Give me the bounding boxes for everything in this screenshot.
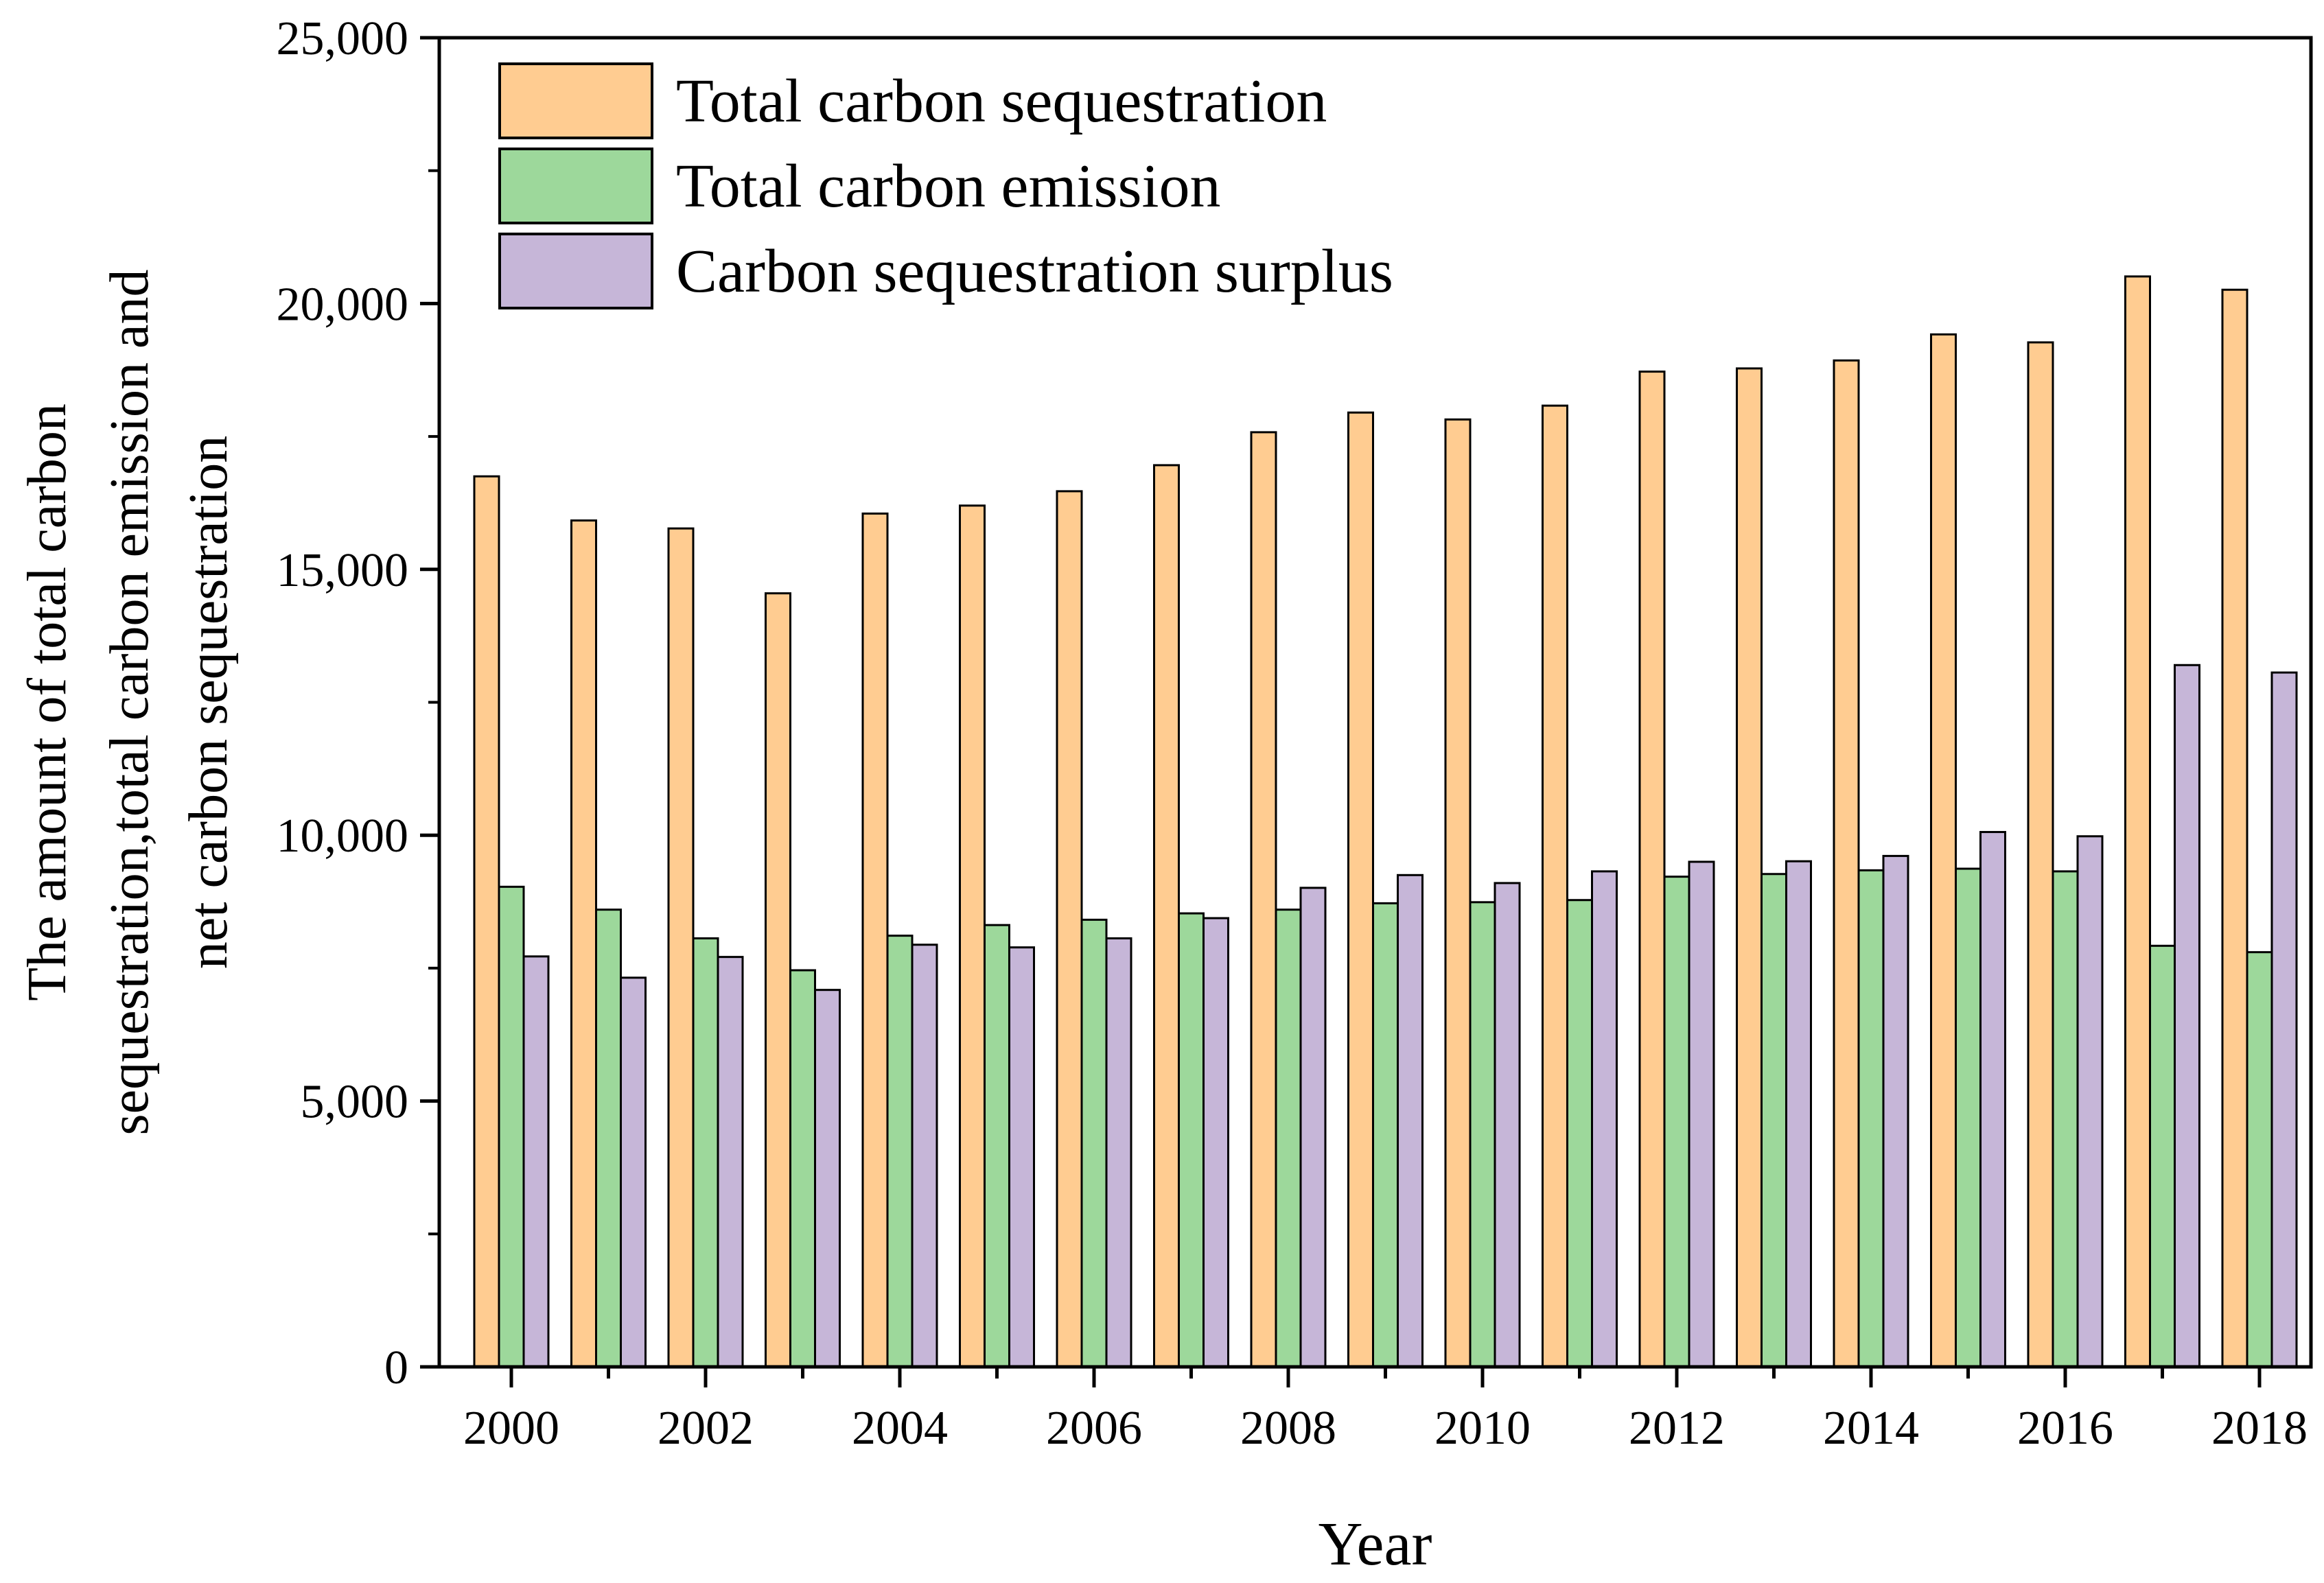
bar-carbon-sequestration-surplus-2015 (1979, 831, 2006, 1368)
bar-total-carbon-sequestration-2007 (1153, 464, 1180, 1368)
bar-total-carbon-emission-2000 (498, 885, 525, 1368)
bar-total-carbon-sequestration-2015 (1930, 333, 1957, 1368)
y-axis-title-line: net carbon sequestration (178, 436, 239, 970)
x-tick-label: 2010 (1434, 1402, 1531, 1455)
x-tick-label: 2018 (2211, 1402, 2308, 1455)
bar-total-carbon-emission-2006 (1080, 918, 1108, 1368)
bar-carbon-sequestration-surplus-2018 (2270, 671, 2298, 1368)
bar-total-carbon-emission-2007 (1178, 912, 1205, 1368)
bar-total-carbon-emission-2011 (1566, 899, 1593, 1368)
bar-carbon-sequestration-surplus-2004 (911, 943, 938, 1368)
bar-total-carbon-sequestration-2004 (861, 512, 889, 1368)
x-tick-label: 2008 (1240, 1402, 1336, 1455)
bar-total-carbon-sequestration-2018 (2221, 288, 2249, 1368)
bar-carbon-sequestration-surplus-2001 (620, 976, 647, 1368)
bars-layer (473, 275, 2298, 1368)
bar-carbon-sequestration-surplus-2009 (1397, 873, 1424, 1368)
x-axis-title: Year (1318, 1510, 1432, 1578)
legend: Total carbon sequestration Total carbon e… (498, 62, 1393, 309)
bar-total-carbon-emission-2016 (2052, 870, 2079, 1368)
bar-carbon-sequestration-surplus-2007 (1202, 917, 1229, 1368)
x-tick-label: 2004 (852, 1402, 948, 1455)
bar-total-carbon-sequestration-2014 (1833, 359, 1860, 1368)
bar-total-carbon-sequestration-2013 (1736, 367, 1763, 1368)
bar-carbon-sequestration-surplus-2006 (1105, 937, 1132, 1368)
bar-carbon-sequestration-surplus-2005 (1008, 946, 1035, 1368)
y-tick-label: 20,000 (277, 278, 409, 331)
x-tick-label: 2016 (2017, 1402, 2113, 1455)
bar-total-carbon-emission-2012 (1663, 876, 1690, 1368)
bar-total-carbon-emission-2008 (1275, 908, 1302, 1368)
bar-total-carbon-emission-2004 (886, 935, 914, 1368)
bar-total-carbon-sequestration-2012 (1638, 371, 1666, 1368)
y-axis-title-line: The amount of total carbon (17, 403, 78, 1001)
y-tick-label: 25,000 (277, 12, 409, 65)
x-axis: 2000 2002 2004 2006 2008 2010 2012 2014 2016 2018 (463, 1367, 2308, 1455)
bar-total-carbon-emission-2013 (1761, 873, 1787, 1368)
y-axis-title: The amount of total carbon sequestration,… (17, 270, 239, 1136)
bar-total-carbon-sequestration-2008 (1250, 431, 1277, 1368)
bar-carbon-sequestration-surplus-2013 (1785, 860, 1812, 1368)
legend-swatch (498, 62, 653, 139)
y-axis-title-line: sequestration,total carbon emission and (100, 270, 160, 1136)
y-tick-label: 10,000 (277, 810, 409, 863)
bar-total-carbon-emission-2014 (1857, 869, 1885, 1368)
bar-total-carbon-emission-2009 (1372, 902, 1399, 1368)
bar-total-carbon-sequestration-2011 (1542, 404, 1568, 1368)
bar-total-carbon-emission-2003 (789, 969, 816, 1368)
bar-carbon-sequestration-surplus-2002 (717, 956, 744, 1368)
bar-carbon-sequestration-surplus-2000 (522, 955, 550, 1368)
legend-label: Carbon sequestration surplus (676, 237, 1393, 305)
bar-carbon-sequestration-surplus-2012 (1688, 860, 1715, 1368)
legend-label: Total carbon sequestration (676, 67, 1327, 135)
bar-total-carbon-sequestration-2017 (2124, 275, 2151, 1368)
y-tick-label: 15,000 (277, 544, 409, 597)
y-tick-label: 5,000 (301, 1076, 409, 1129)
x-tick-label: 2014 (1823, 1402, 1919, 1455)
bar-total-carbon-emission-2015 (1955, 867, 1982, 1368)
bar-total-carbon-emission-2018 (2246, 951, 2273, 1368)
bar-carbon-sequestration-surplus-2016 (2076, 835, 2104, 1368)
bar-total-carbon-emission-2005 (984, 924, 1010, 1368)
x-tick-label: 2006 (1046, 1402, 1142, 1455)
x-tick-label: 2002 (658, 1402, 754, 1455)
bar-carbon-sequestration-surplus-2014 (1882, 854, 1909, 1368)
bar-total-carbon-emission-2010 (1469, 901, 1496, 1368)
bar-carbon-sequestration-surplus-2003 (814, 989, 841, 1368)
y-tick-label: 0 (384, 1341, 408, 1394)
legend-label: Total carbon emission (676, 152, 1221, 220)
bar-carbon-sequestration-surplus-2017 (2174, 664, 2200, 1368)
bar-total-carbon-emission-2002 (692, 937, 719, 1368)
bar-total-carbon-sequestration-2009 (1347, 411, 1374, 1368)
bar-carbon-sequestration-surplus-2008 (1299, 887, 1327, 1368)
bar-total-carbon-emission-2001 (595, 908, 622, 1368)
bar-total-carbon-emission-2017 (2149, 944, 2176, 1368)
bar-total-carbon-sequestration-2003 (765, 592, 791, 1368)
bar-total-carbon-sequestration-2002 (667, 527, 695, 1368)
bar-total-carbon-sequestration-2006 (1056, 490, 1083, 1368)
bar-total-carbon-sequestration-2001 (570, 519, 597, 1368)
x-tick-label: 2000 (463, 1402, 559, 1455)
legend-swatch (498, 148, 653, 224)
bar-total-carbon-sequestration-2000 (473, 475, 500, 1368)
y-axis: 0 5,000 10,000 15,000 20,000 25,000 (277, 12, 439, 1394)
bar-total-carbon-sequestration-2005 (959, 504, 986, 1368)
bar-carbon-sequestration-surplus-2010 (1494, 882, 1521, 1368)
legend-swatch (498, 233, 653, 309)
bar-carbon-sequestration-surplus-2011 (1591, 870, 1618, 1368)
x-tick-label: 2012 (1629, 1402, 1725, 1455)
bar-total-carbon-sequestration-2010 (1444, 418, 1472, 1368)
bar-total-carbon-sequestration-2016 (2027, 341, 2054, 1368)
